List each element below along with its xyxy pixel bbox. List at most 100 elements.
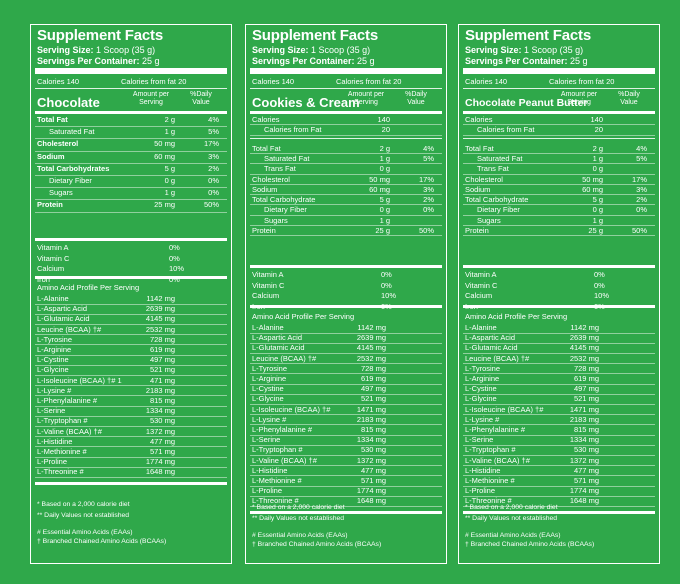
amount-per-serving-header: Amount per Serving <box>132 91 170 106</box>
footnote: ** Daily Values not established <box>252 515 345 522</box>
divider <box>250 137 442 139</box>
amino-acid-amount: 1372 mg <box>145 426 175 436</box>
amino-acid-amount: 477 mg <box>360 465 386 475</box>
amino-acid-amount: 1142 mg <box>146 294 175 303</box>
amino-acid-row: L-Tyrosine 728 mg <box>31 335 231 345</box>
nutrient-daily-value: 4% <box>423 143 434 153</box>
amino-acid-row: L-Lysine # 2183 mg <box>31 386 231 396</box>
footnote: † Branched Chained Amino Acids (BCAAs) <box>252 541 382 548</box>
nutrient-row: Sodium 60 mg 3% <box>459 185 659 195</box>
amino-acid-row: L-Aspartic Acid 2639 mg <box>246 333 446 343</box>
amino-acid-amount: 497 mg <box>360 384 386 394</box>
row-divider <box>35 187 227 189</box>
nutrient-name: Saturated Fat <box>49 127 95 137</box>
amino-acid-amount: 1372 mg <box>356 455 386 465</box>
vitamin-name: Vitamin A <box>252 270 284 279</box>
row-divider <box>35 162 227 164</box>
nutrient-daily-value: 17% <box>631 174 647 184</box>
amino-acid-amount: 1648 mg <box>356 496 386 506</box>
amino-acid-row: L-Methionine # 571 mg <box>459 476 659 486</box>
amino-acid-row: L-Proline 1774 mg <box>459 486 659 496</box>
footnote: † Branched Chained Amino Acids (BCAAs) <box>37 538 167 545</box>
nutrient-amount: 50 mg <box>582 174 603 184</box>
nutrient-daily-value: 3% <box>636 184 647 194</box>
vitamin-row: Calcium 10% <box>31 264 231 274</box>
amino-acid-row: L-Tryptophan # 530 mg <box>246 445 446 455</box>
amino-acid-amount: 2532 mg <box>145 324 175 334</box>
amino-acid-row: L-Arginine 619 mg <box>31 345 231 355</box>
nutrient-name: Protein <box>252 226 276 235</box>
amino-acid-name: L-Histidine <box>37 436 73 446</box>
row-divider <box>35 334 227 336</box>
amino-acid-name: L-Methionine # <box>37 447 87 456</box>
amino-acid-row: L-Glutamic Acid 4145 mg <box>246 343 446 353</box>
divider <box>35 88 227 89</box>
servings-label: Servings Per Container: <box>37 56 140 66</box>
row-divider <box>250 134 442 136</box>
amino-acid-row: L-Proline 1774 mg <box>246 486 446 496</box>
row-divider <box>463 403 655 405</box>
vitamin-name: Vitamin C <box>252 280 285 290</box>
amino-acid-name: L-Phenylalanine # <box>252 425 313 434</box>
nutrient-daily-value: 3% <box>423 184 434 194</box>
amino-acid-row: L-Cystine 497 mg <box>459 384 659 394</box>
servings-label: Servings Per Container: <box>252 56 355 66</box>
row-divider <box>463 225 655 226</box>
nutrient-daily-value: 2% <box>208 163 219 173</box>
amino-acid-name: L-Proline <box>465 486 496 496</box>
vitamin-row: Calcium 10% <box>246 291 446 301</box>
row-divider <box>463 134 655 136</box>
serving-size-label: Serving Size: <box>37 45 94 55</box>
nutrient-daily-value: 4% <box>636 143 647 153</box>
amino-acid-amount: 728 mg <box>360 363 386 373</box>
vitamin-daily-value: 10% <box>594 291 610 300</box>
amino-acid-row: L-Isoleucine (BCAA) †# 1471 mg <box>459 405 659 415</box>
nutrient-amount: 5 g <box>164 163 175 173</box>
row-divider <box>35 436 227 438</box>
nutrient-row: Protein 25 mg 50% <box>31 200 231 210</box>
serving-size-line: Serving Size: 1 Scoop (35 g) <box>37 45 155 55</box>
footnote: * Based on a 2,000 calorie diet <box>465 504 558 511</box>
nutrient-row: Protein 25 g 50% <box>459 226 659 236</box>
amino-acid-name: L-Glutamic Acid <box>465 343 518 353</box>
amino-acid-amount: 1774 mg <box>145 457 175 467</box>
row-divider <box>463 183 655 185</box>
nutrient-amount: 0 g <box>379 205 390 215</box>
amino-acid-amount: 4145 mg <box>569 343 599 353</box>
nutrient-name: Calories from Fat <box>477 125 535 135</box>
amino-acid-name: L-Lysine # <box>465 414 500 424</box>
amino-acid-name: L-Threonine # <box>465 496 512 506</box>
row-divider <box>463 505 655 507</box>
amino-acid-name: L-Aspartic Acid <box>37 304 88 314</box>
servings-per-container-line: Servings Per Container: 25 g <box>252 56 375 66</box>
nutrient-row: Trans Fat 0 g <box>459 164 659 174</box>
amino-acid-name: L-Tryptophan # <box>252 445 303 455</box>
amino-acid-amount: 521 mg <box>573 394 599 404</box>
nutrient-name: Total Carbohydrate <box>465 195 529 205</box>
nutrient-amount: 5 g <box>379 195 390 205</box>
servings-per-container-line: Servings Per Container: 25 g <box>465 56 588 66</box>
row-divider <box>35 323 227 325</box>
amino-acid-row: L-Aspartic Acid 2639 mg <box>459 333 659 343</box>
nutrient-amount: 60 mg <box>154 151 175 161</box>
serving-size-line: Serving Size: 1 Scoop (35 g) <box>252 45 370 55</box>
footnote: # Essential Amino Acids (EAAs) <box>252 532 348 539</box>
nutrient-amount: 50 mg <box>154 139 175 149</box>
row-divider <box>35 313 227 315</box>
nutrient-amount: 1 g <box>164 188 175 198</box>
panel-title: Supplement Facts <box>37 27 163 44</box>
row-divider <box>250 403 442 405</box>
row-divider <box>35 354 227 356</box>
nutrient-amount: 140 <box>590 115 603 124</box>
amino-acid-row: L-Alanine 1142 mg <box>246 323 446 333</box>
amino-acid-amount: 1471 mg <box>356 404 386 414</box>
nutrient-name: Total Carbohydrate <box>252 195 316 205</box>
nutrient-row: Trans Fat 0 g <box>246 164 446 174</box>
footnote: ** Daily Values not established <box>37 512 130 519</box>
nutrient-amount: 50 mg <box>369 174 390 184</box>
amino-acid-row: L-Threonine # 1648 mg <box>246 496 446 506</box>
amino-acid-row: L-Alanine 1142 mg <box>31 294 231 304</box>
vitamin-row: Calcium 10% <box>459 291 659 301</box>
row-divider <box>250 194 442 196</box>
divider <box>35 481 227 485</box>
